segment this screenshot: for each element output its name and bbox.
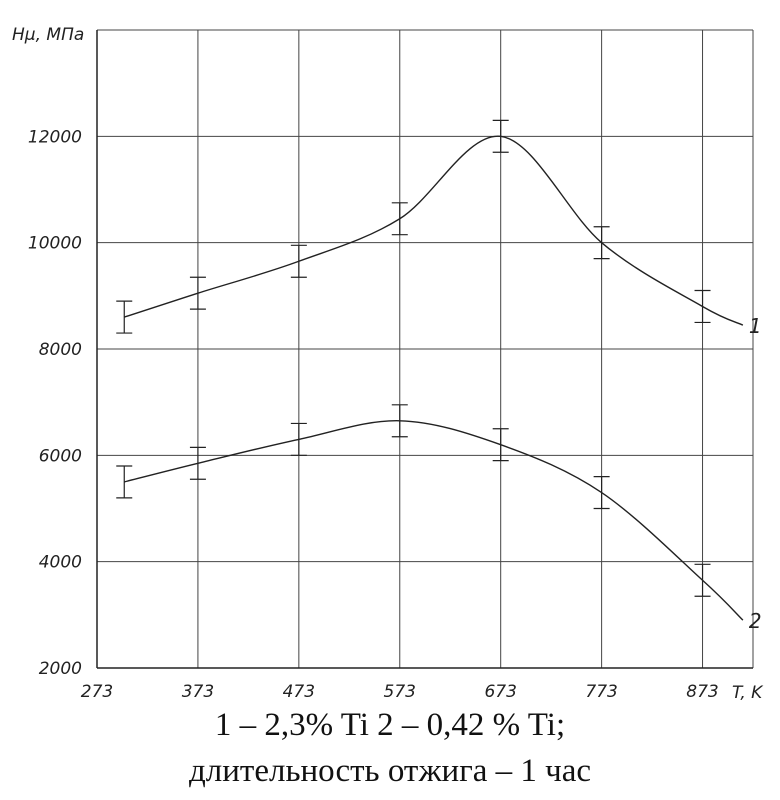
series-2-label: 2 <box>749 609 762 633</box>
x-tick-label: 773 <box>585 682 617 700</box>
series-2-errorbar <box>695 564 711 596</box>
caption-line-1: 1 – 2,3% Ti 2 – 0,42 % Ti; <box>0 702 780 748</box>
x-tick-label: 873 <box>686 682 718 700</box>
x-tick-label: 373 <box>182 682 214 700</box>
y-axis-label: Hμ, МПа <box>12 25 84 45</box>
series-2-line <box>124 421 743 620</box>
y-tick-label: 6000 <box>39 446 82 466</box>
series-2-errorbar <box>291 423 307 455</box>
y-tick-label: 4000 <box>39 553 82 573</box>
grid <box>97 30 753 668</box>
y-tick-label: 2000 <box>39 659 82 679</box>
series-1-errorbar <box>116 301 132 333</box>
x-tick-label: 273 <box>81 682 113 700</box>
series-2-errorbar <box>493 429 509 461</box>
x-tick-label: 573 <box>384 682 416 700</box>
series-1-errorbar <box>291 245 307 277</box>
tick-labels: 273 373 473 573 673 773 873 2000 4000 6000 8000 100… <box>28 127 719 700</box>
series-1-errorbar <box>392 203 408 235</box>
caption-line-2: длительность отжига – 1 час <box>0 748 780 794</box>
series-layer: 12 <box>116 120 761 633</box>
series-1-errorbar <box>695 291 711 323</box>
y-tick-label: 12000 <box>28 127 82 147</box>
series-1-line <box>124 136 743 325</box>
y-tick-label: 10000 <box>28 234 82 254</box>
caption: 1 – 2,3% Ti 2 – 0,42 % Ti; длительность … <box>0 702 780 794</box>
chart-svg: 273 373 473 573 673 773 873 2000 4000 6000 8000 100… <box>0 0 780 700</box>
x-axis-label: T, K <box>732 683 764 700</box>
series-2-errorbar <box>190 447 206 479</box>
y-tick-label: 8000 <box>39 340 82 360</box>
x-tick-label: 673 <box>484 682 516 700</box>
series-2-errorbar <box>116 466 132 498</box>
x-tick-label: 473 <box>283 682 315 700</box>
series-2-errorbar <box>594 477 610 509</box>
series-1-label: 1 <box>749 314 762 338</box>
series-1-errorbar <box>190 277 206 309</box>
